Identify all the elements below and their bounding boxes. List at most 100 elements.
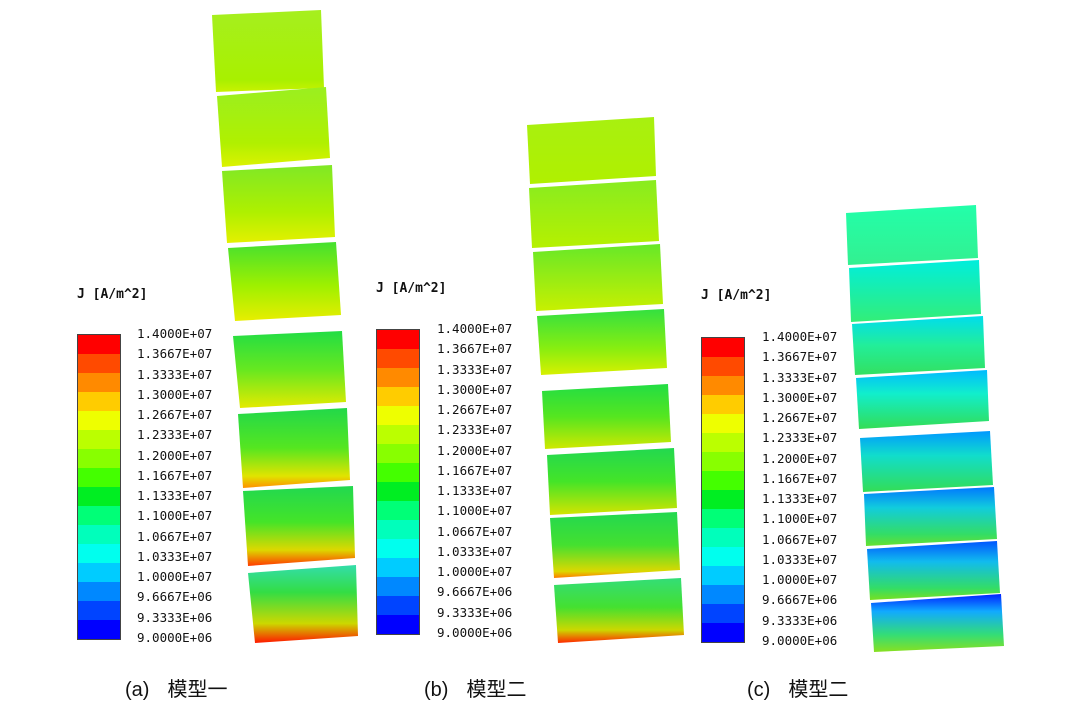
tick-label: 9.6667E+06: [762, 592, 838, 608]
tick-label: 1.3000E+07: [762, 389, 838, 405]
tick-label: 1.1667E+07: [437, 462, 513, 478]
tick-label: 1.3333E+07: [137, 366, 213, 382]
tick-label: 1.4000E+07: [137, 326, 213, 341]
tick-label: 1.1667E+07: [137, 467, 213, 483]
color-swatch: [78, 601, 120, 620]
tick-label: 1.2333E+07: [137, 427, 213, 443]
tick-label: 1.1333E+07: [437, 483, 513, 499]
tick-label: 1.0000E+07: [762, 572, 838, 588]
color-swatch: [377, 368, 419, 387]
color-swatch: [702, 509, 744, 528]
tick-label: 1.3667E+07: [437, 341, 513, 357]
color-swatch: [702, 547, 744, 566]
color-swatch: [702, 490, 744, 509]
tick-label: 1.2667E+07: [437, 402, 513, 418]
color-swatch: [377, 520, 419, 539]
tick-label: 1.3000E+07: [437, 381, 513, 397]
tick-label: 1.2667E+07: [762, 410, 838, 426]
color-swatch: [78, 582, 120, 601]
tick-label: 1.0667E+07: [437, 523, 513, 539]
tick-label: 1.0000E+07: [437, 564, 513, 580]
color-swatch: [78, 544, 120, 563]
tick-label: 1.3667E+07: [762, 349, 838, 365]
caption-label: (a): [125, 679, 150, 701]
tick-label: 1.0333E+07: [437, 543, 513, 559]
caption-label: (c): [747, 679, 771, 701]
tick-label: 1.2000E+07: [437, 442, 513, 458]
tick-label: 1.2000E+07: [137, 447, 213, 463]
tick-label: 1.1667E+07: [762, 470, 838, 486]
legend-title: J [A/m^2]: [376, 281, 447, 296]
caption-model-name: 模型二: [788, 679, 849, 701]
color-swatch: [78, 411, 120, 430]
tick-label: 1.1333E+07: [137, 488, 213, 504]
tick-label: 1.1333E+07: [762, 491, 838, 507]
color-swatch: [78, 430, 120, 449]
tick-label: 9.0000E+06: [762, 633, 838, 648]
color-swatch: [377, 425, 419, 444]
tick-label: 9.3333E+06: [137, 609, 213, 625]
color-swatch: [78, 373, 120, 392]
color-swatch: [78, 335, 120, 354]
color-scale: [376, 329, 420, 635]
tick-label: 1.2667E+07: [137, 407, 213, 423]
color-swatch: [377, 577, 419, 596]
color-swatch: [377, 463, 419, 482]
color-swatch: [702, 452, 744, 471]
color-swatch: [377, 387, 419, 406]
color-swatch: [702, 376, 744, 395]
color-swatch: [377, 558, 419, 577]
color-swatch: [702, 604, 744, 623]
tick-label: 1.2333E+07: [437, 422, 513, 438]
color-swatch: [78, 487, 120, 506]
tick-label: 1.0000E+07: [137, 569, 213, 585]
tick-label: 1.3333E+07: [762, 369, 838, 385]
tick-label: 1.0667E+07: [137, 528, 213, 544]
tick-label: 9.0000E+06: [437, 625, 513, 640]
color-swatch: [377, 615, 419, 634]
tick-label: 1.2333E+07: [762, 430, 838, 446]
color-swatch: [377, 444, 419, 463]
color-swatch: [702, 414, 744, 433]
color-swatch: [78, 392, 120, 411]
caption-a: (a) 模型一: [125, 673, 227, 702]
tick-label: 1.1000E+07: [437, 503, 513, 519]
tick-label: 1.3667E+07: [137, 346, 213, 362]
color-swatch: [702, 471, 744, 490]
caption-b: (b) 模型二: [424, 673, 526, 702]
caption-c: (c) 模型二: [747, 673, 848, 702]
color-swatch: [78, 354, 120, 373]
tick-label: 1.4000E+07: [437, 321, 513, 336]
caption-label: (b): [424, 679, 449, 701]
color-swatch: [702, 357, 744, 376]
color-swatch: [702, 585, 744, 604]
color-swatch: [377, 501, 419, 520]
tick-label: 1.1000E+07: [137, 508, 213, 524]
color-swatch: [377, 596, 419, 615]
color-swatch: [702, 338, 744, 357]
color-swatch: [377, 406, 419, 425]
color-swatch: [78, 563, 120, 582]
tick-label: 1.0333E+07: [762, 551, 838, 567]
caption-model-name: 模型一: [167, 679, 228, 701]
tick-label: 1.3333E+07: [437, 361, 513, 377]
color-swatch: [702, 566, 744, 585]
tick-label: 1.2000E+07: [762, 450, 838, 466]
legend-title: J [A/m^2]: [701, 288, 772, 303]
color-swatch: [78, 506, 120, 525]
tick-label: 1.0333E+07: [137, 548, 213, 564]
tick-label: 1.4000E+07: [762, 329, 838, 344]
tick-label: 9.0000E+06: [137, 630, 213, 645]
tick-label: 1.3000E+07: [137, 386, 213, 402]
color-swatch: [78, 620, 120, 639]
color-swatch: [78, 525, 120, 544]
color-swatch: [702, 528, 744, 547]
color-swatch: [78, 449, 120, 468]
color-swatch: [702, 623, 744, 642]
tick-label: 9.6667E+06: [437, 584, 513, 600]
color-swatch: [78, 468, 120, 487]
tick-label: 1.1000E+07: [762, 511, 838, 527]
